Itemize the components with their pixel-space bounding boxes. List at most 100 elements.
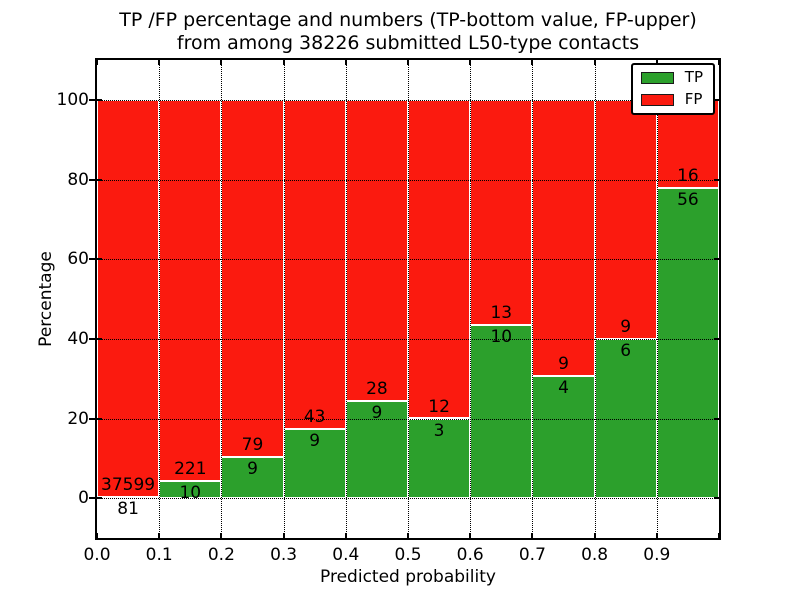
x-tick-label-2: 0.2 [207,545,235,565]
plot-area: TP FP 37599 81 221 10 79 9 43 9 28 9 12 3 13 10 9 4 9 6 16… [57,58,721,565]
y-tick-label-100: 100 [56,89,89,110]
bar-fp-6 [470,99,533,325]
y-tick-right-100 [714,98,719,101]
x-tick-label-6: 0.6 [456,545,484,565]
x-tick-9 [655,533,658,538]
fp-count-label-4: 28 [366,379,388,400]
y-tick-label-20: 20 [67,408,89,429]
gridline-x-1 [159,60,161,538]
gridline-x-3 [283,60,285,538]
bar-fp-0 [97,99,160,498]
x-tick-top-6 [469,60,472,65]
y-tick-label-80: 80 [67,169,89,190]
x-tick-8 [593,533,596,538]
legend-item-tp: TP [640,68,703,86]
x-tick-label-8: 0.8 [581,545,609,565]
y-tick-right-60 [714,258,719,261]
gridline-x-7 [532,60,534,538]
y-tick-right-20 [714,417,719,420]
x-tick-top-5 [407,60,409,65]
y-tick-label-60: 60 [67,249,89,270]
x-tick-label-7: 0.7 [518,545,546,565]
gridline-x-2 [221,60,223,538]
x-tick-3 [282,533,285,538]
legend-label-tp: TP [684,68,703,86]
fp-swatch [640,93,674,106]
x-tick-top-7 [531,60,534,65]
x-tick-1 [158,533,161,538]
fp-count-label-3: 43 [303,407,326,428]
bar-fp-4 [345,99,408,402]
y-tick-20 [89,417,102,420]
y-tick-0 [89,497,102,500]
tp-swatch [640,71,674,84]
tp-count-label-6: 10 [490,326,513,347]
bar-tp-9 [656,188,719,499]
y-tick-right-40 [714,337,719,340]
gridline-x-6 [470,60,472,538]
tp-count-label-0: 81 [117,499,139,520]
bar-tp-2 [221,457,284,499]
chart-title-line1: TP /FP percentage and numbers (TP-bottom… [119,9,697,31]
x-tick-top-2 [220,60,223,65]
x-tick-label-0: 0.0 [83,545,111,565]
x-tick-7 [531,533,534,538]
fp-count-label-1: 221 [174,458,207,479]
x-tick-label-5: 0.5 [394,545,422,565]
x-tick-2 [220,533,223,538]
y-tick-100 [89,98,102,101]
x-tick-label-9: 0.9 [643,545,671,565]
legend-label-fp: FP [684,90,703,108]
legend-item-fp: FP [640,90,703,108]
x-tick-4 [344,533,347,538]
x-tick-top-3 [282,60,285,65]
gridline-x-5 [408,60,409,538]
y-tick-40 [89,337,102,340]
x-tick-top-8 [593,60,596,65]
x-tick-0 [96,533,98,538]
fp-count-label-2: 79 [241,435,264,456]
tp-count-label-4: 9 [371,403,383,424]
bar-fp-1 [159,99,222,481]
x-tick-5 [407,533,409,538]
tp-count-label-8: 6 [620,340,632,361]
x-tick-10 [718,533,720,538]
tp-count-label-5: 3 [433,420,445,441]
fp-count-label-7: 9 [558,353,569,374]
chart-title-line2: from among 38226 submitted L50-type cont… [176,32,640,54]
fp-count-label-0: 37599 [101,475,156,496]
x-tick-6 [469,533,472,538]
fp-count-label-5: 12 [428,396,450,417]
x-tick-top-10 [718,60,720,65]
bar-tp-6 [470,324,533,499]
y-tick-label-40: 40 [67,328,89,349]
bar-tp-3 [283,429,346,499]
y-tick-label-0: 0 [78,488,89,509]
y-tick-right-0 [714,497,719,500]
gridline-x-4 [345,60,347,538]
x-tick-label-1: 0.1 [145,545,173,565]
legend: TP FP [630,63,715,115]
gridline-x-8 [594,60,596,538]
tp-count-label-3: 9 [309,431,321,452]
bar-fp-8 [594,99,657,339]
fp-count-label-8: 9 [620,316,632,337]
x-tick-top-9 [655,60,658,65]
tp-count-label-9: 56 [677,190,699,211]
tp-count-label-2: 9 [247,459,258,480]
bar-fp-7 [532,99,595,376]
y-tick-80 [89,178,102,181]
x-tick-label-3: 0.3 [270,545,298,565]
x-tick-label-4: 0.4 [332,545,360,565]
bar-fp-2 [221,99,284,458]
tp-count-label-1: 10 [179,482,202,503]
fp-count-label-6: 13 [490,302,513,323]
x-axis-label: Predicted probability [320,567,496,587]
y-tick-60 [89,258,102,261]
x-tick-top-0 [96,60,98,65]
x-tick-top-1 [158,60,161,65]
y-tick-right-80 [714,178,719,181]
chart-title: TP /FP percentage and numbers (TP-bottom… [95,9,721,55]
x-tick-top-4 [344,60,347,65]
